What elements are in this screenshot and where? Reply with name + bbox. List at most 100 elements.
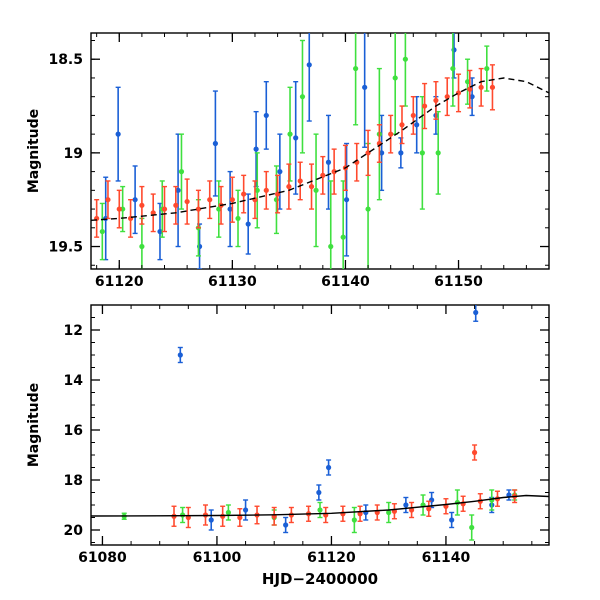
bottom-y-tick-label: 18 — [64, 473, 83, 489]
top-data-point-2 — [388, 131, 394, 137]
top-y-axis-label: Magnitude — [26, 109, 42, 193]
bottom-y-tick-label: 12 — [64, 323, 83, 339]
bottom-data-point-0 — [242, 507, 249, 513]
top-data-point-2 — [297, 178, 303, 184]
top-data-point-2 — [184, 198, 190, 205]
top-data-point-2 — [399, 122, 405, 128]
top-data-point-0 — [306, 62, 312, 68]
top-data-point-2 — [467, 86, 473, 92]
top-data-point-1 — [419, 150, 425, 156]
top-data-point-1 — [340, 234, 346, 240]
top-data-point-1 — [178, 169, 185, 175]
bottom-data-point-2 — [220, 513, 226, 519]
top-plot-frame — [90, 32, 550, 270]
bottom-data-point-0 — [403, 502, 409, 508]
bottom-y-tick-label: 16 — [64, 423, 83, 439]
bottom-x-axis-label: HJD−2400000 — [262, 570, 378, 588]
bottom-data-point-1 — [351, 517, 357, 523]
bottom-model-curve — [91, 494, 549, 517]
top-data-point-1 — [216, 206, 222, 212]
top-data-point-2 — [173, 202, 179, 208]
top-data-point-1 — [402, 56, 408, 62]
top-data-point-0 — [343, 197, 350, 203]
top-data-point-2 — [139, 202, 145, 208]
top-data-point-0 — [263, 112, 269, 119]
top-data-point-0 — [253, 146, 259, 152]
top-data-point-0 — [414, 122, 420, 128]
bottom-data-point-0 — [208, 517, 214, 523]
top-data-point-2 — [308, 183, 315, 190]
bottom-data-point-0 — [325, 464, 332, 471]
top-x-tick-label: 61140 — [321, 274, 370, 290]
top-data-point-1 — [353, 65, 359, 72]
top-data-point-0 — [212, 140, 218, 147]
top-data-point-1 — [99, 228, 105, 235]
top-x-tick-label: 61130 — [208, 274, 257, 290]
top-data-point-2 — [263, 187, 269, 193]
bottom-x-tick-label: 61120 — [307, 550, 356, 566]
top-data-point-1 — [299, 94, 306, 100]
top-data-point-1 — [464, 79, 471, 85]
bottom-data-point-1 — [225, 509, 231, 516]
top-data-point-1 — [484, 65, 490, 72]
top-data-point-0 — [115, 131, 121, 137]
bottom-x-tick-label: 61100 — [193, 550, 242, 566]
top-model-curve — [91, 77, 549, 221]
top-data-point-1 — [287, 131, 293, 137]
top-data-point-2 — [116, 206, 122, 212]
bottom-data-point-0 — [283, 522, 289, 528]
top-data-point-2 — [195, 206, 202, 212]
top-clipped-marks — [91, 33, 549, 269]
top-data-point-2 — [433, 97, 439, 104]
top-data-point-1 — [392, 75, 398, 81]
top-data-point-0 — [469, 94, 475, 100]
bottom-y-axis-label: Magnitude — [26, 383, 42, 467]
top-data-point-1 — [450, 65, 456, 72]
top-data-point-2 — [229, 197, 235, 203]
bottom-y-tick-label: 14 — [64, 373, 84, 389]
bottom-data-point-0 — [449, 517, 455, 523]
top-data-point-0 — [325, 159, 332, 165]
top-data-point-0 — [175, 187, 181, 193]
bottom-y-tick-label: 20 — [64, 523, 84, 539]
bottom-data-point-2 — [409, 507, 415, 513]
top-data-point-1 — [139, 243, 145, 250]
top-y-tick-label: 18.5 — [48, 52, 83, 68]
top-y-tick-label: 19.5 — [48, 240, 83, 256]
top-data-point-1 — [235, 215, 241, 222]
top-data-point-2 — [331, 169, 337, 175]
top-data-point-2 — [455, 90, 462, 96]
top-x-tick-label: 61150 — [434, 274, 483, 290]
bottom-data-point-2 — [357, 511, 363, 517]
bottom-x-tick-label: 61140 — [422, 550, 471, 566]
bottom-data-point-2 — [426, 506, 432, 512]
top-data-point-0 — [379, 150, 385, 156]
top-data-point-2 — [478, 84, 484, 90]
top-data-point-1 — [254, 187, 260, 193]
top-data-point-0 — [277, 169, 283, 175]
top-data-point-0 — [132, 197, 138, 203]
top-panel: 61120 61130 61140 61150 18.5 19 19.5 Magnitude — [26, 32, 550, 290]
top-y-tick-label: 19 — [64, 146, 83, 162]
bottom-data-point-0 — [177, 352, 183, 358]
top-data-point-0 — [157, 228, 163, 235]
bottom-data-point-0 — [316, 489, 322, 496]
top-data-point-0 — [362, 84, 368, 90]
bottom-data-point-2 — [471, 449, 478, 456]
top-data-point-2 — [105, 197, 111, 203]
top-data-point-0 — [293, 135, 299, 141]
bottom-data-point-1 — [317, 507, 323, 513]
bottom-data-marks — [91, 305, 549, 541]
bottom-data-point-2 — [237, 514, 243, 521]
top-data-point-2 — [241, 191, 247, 197]
bottom-x-tick-label: 61080 — [78, 550, 127, 566]
top-data-point-1 — [365, 206, 371, 212]
top-data-point-2 — [286, 183, 292, 190]
top-data-marks — [91, 33, 549, 269]
top-data-point-2 — [410, 112, 416, 119]
bottom-axis-ticks: 61080 61100 61120 61140 12 14 16 18 20 — [64, 304, 549, 566]
top-data-point-0 — [245, 221, 251, 227]
bottom-data-point-1 — [386, 509, 392, 516]
top-data-point-0 — [227, 206, 233, 212]
